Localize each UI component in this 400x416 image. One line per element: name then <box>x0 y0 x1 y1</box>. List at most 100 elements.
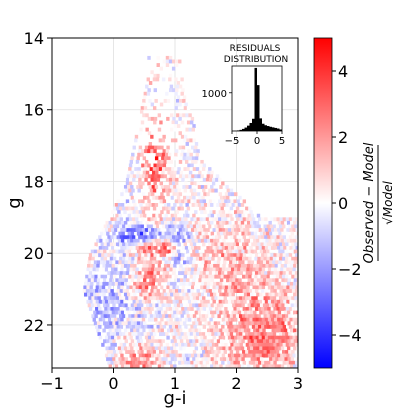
heatmap-cell <box>232 357 236 362</box>
heatmap-cell <box>211 274 215 279</box>
heatmap-cell <box>154 346 159 351</box>
heatmap-cell <box>169 174 174 179</box>
heatmap-cell <box>236 199 240 204</box>
heatmap-cell <box>181 246 186 250</box>
heatmap-cell <box>157 346 162 351</box>
heatmap-cell <box>182 238 186 243</box>
heatmap-cell <box>127 321 132 326</box>
heatmap-cell <box>281 357 285 362</box>
heatmap-cell <box>226 357 230 362</box>
heatmap-cell <box>219 195 224 200</box>
heatmap-cell <box>221 228 226 232</box>
heatmap-cell <box>216 328 220 333</box>
heatmap-cell <box>261 235 265 240</box>
heatmap-cell <box>256 213 261 218</box>
heatmap-cell <box>145 281 149 286</box>
heatmap-cell <box>227 335 232 340</box>
heatmap-cell <box>292 317 296 322</box>
heatmap-cell <box>137 167 141 172</box>
heatmap-cell <box>141 181 145 186</box>
heatmap-cell <box>296 220 298 225</box>
heatmap-cell <box>288 324 293 329</box>
heatmap-cell <box>206 364 211 368</box>
heatmap-cell <box>116 360 120 365</box>
heatmap-cell <box>275 278 279 283</box>
heatmap-cell <box>228 328 232 333</box>
heatmap-cell <box>120 263 125 268</box>
heatmap-cell <box>219 328 223 333</box>
heatmap-cell <box>132 174 137 179</box>
heatmap-cell <box>202 350 206 354</box>
heatmap-cell <box>215 177 219 182</box>
heatmap-cell <box>135 267 140 272</box>
heatmap-cell <box>160 228 164 232</box>
heatmap-cell <box>130 357 135 362</box>
heatmap-cell <box>147 199 151 204</box>
heatmap-cell <box>209 267 213 272</box>
heatmap-cell <box>95 324 99 329</box>
heatmap-cell <box>131 256 135 261</box>
heatmap-cell <box>186 260 190 265</box>
heatmap-cell <box>245 289 250 293</box>
heatmap-cell <box>290 364 294 368</box>
heatmap-cell <box>179 170 184 175</box>
heatmap-cell <box>182 364 186 368</box>
heatmap-cell <box>221 246 226 250</box>
heatmap-cell <box>151 228 155 232</box>
heatmap-cell <box>98 335 103 340</box>
heatmap-cell <box>202 360 207 365</box>
heatmap-cell <box>238 249 242 254</box>
heatmap-cell <box>281 339 285 344</box>
heatmap-cell <box>210 364 214 368</box>
heatmap-cell <box>189 274 194 279</box>
heatmap-cell <box>205 360 210 365</box>
heatmap-cell <box>138 324 142 329</box>
heatmap-cell <box>235 249 239 254</box>
heatmap-cell <box>284 303 288 308</box>
heatmap-cell <box>100 256 104 261</box>
heatmap-cell <box>136 260 141 265</box>
heatmap-cell <box>195 357 199 362</box>
heatmap-cell <box>237 310 242 315</box>
heatmap-cell <box>124 249 128 254</box>
heatmap-cell <box>151 263 156 268</box>
heatmap-cell <box>155 278 159 283</box>
heatmap-cell <box>275 314 280 319</box>
heatmap-cell <box>182 357 187 362</box>
heatmap-cell <box>192 274 197 279</box>
heatmap-cell <box>183 242 187 247</box>
heatmap-cell <box>211 296 215 301</box>
heatmap-cell <box>188 156 193 161</box>
heatmap-cell <box>200 192 204 197</box>
heatmap-cell <box>195 249 199 254</box>
heatmap-cell <box>144 289 148 293</box>
heatmap-cell <box>189 249 193 254</box>
heatmap-cell <box>277 328 282 333</box>
heatmap-cell <box>199 307 203 311</box>
heatmap-cell <box>155 213 159 218</box>
heatmap-cell <box>176 113 180 118</box>
heatmap-cell <box>137 332 141 337</box>
heatmap-cell <box>186 256 191 261</box>
heatmap-cell <box>147 253 151 258</box>
heatmap-cell <box>139 281 143 286</box>
heatmap-cell <box>273 253 277 258</box>
heatmap-cell <box>114 292 119 297</box>
heatmap-cell <box>183 224 187 229</box>
heatmap-cell <box>229 256 234 261</box>
heatmap-cell <box>274 328 279 333</box>
heatmap-cell <box>204 278 208 283</box>
heatmap-cell <box>163 299 167 304</box>
heatmap-cell <box>131 332 135 337</box>
heatmap-cell <box>282 350 286 354</box>
heatmap-cell <box>283 285 287 290</box>
heatmap-cell <box>161 278 165 283</box>
heatmap-cell <box>288 332 292 337</box>
heatmap-cell <box>168 350 172 354</box>
heatmap-cell <box>184 181 188 186</box>
heatmap-cell <box>96 303 101 308</box>
heatmap-cell <box>235 350 240 354</box>
heatmap-cell <box>139 357 144 362</box>
heatmap-cell <box>274 299 278 304</box>
heatmap-cell <box>123 220 128 225</box>
